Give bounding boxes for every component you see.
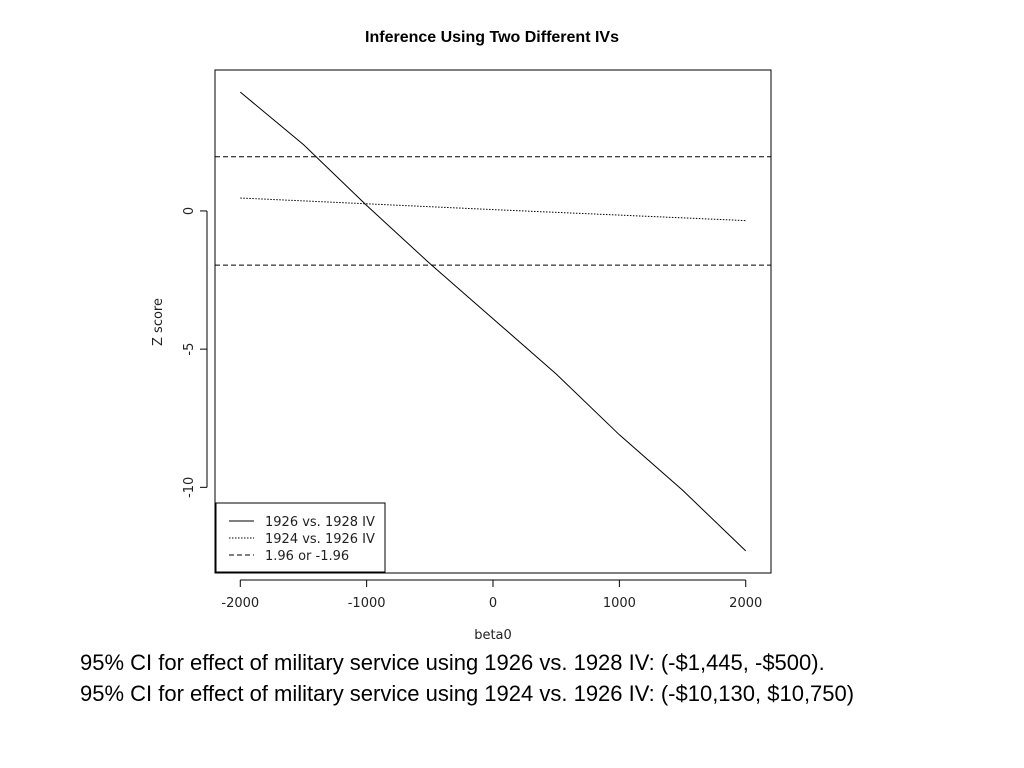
x-tick-label: -2000 <box>221 596 259 611</box>
y-axis-label: Z score <box>151 298 166 346</box>
ci-caption-1926-vs-1928: 95% CI for effect of military service us… <box>80 650 825 675</box>
x-axis: -2000 -1000 0 1000 2000 <box>221 579 762 611</box>
legend: 1926 vs. 1928 IV 1924 vs. 1926 IV 1.96 or … <box>215 502 386 573</box>
x-axis-label: beta0 <box>474 628 512 640</box>
ci-caption-1924-vs-1926: 95% CI for effect of military service us… <box>80 681 855 706</box>
series-line-2 <box>240 197 746 222</box>
series-layer <box>215 91 771 552</box>
y-tick-label: -5 <box>182 343 197 356</box>
chart-title: Inference Using Two Different IVs <box>365 29 619 46</box>
y-tick-label: -10 <box>182 477 197 498</box>
x-tick-label: 2000 <box>729 596 762 611</box>
plot-frame <box>214 69 772 574</box>
x-tick-label: -1000 <box>348 596 386 611</box>
chart: Inference Using Two Different IVs -2000-… <box>151 29 772 640</box>
legend-label: 1.96 or -1.96 <box>265 549 349 564</box>
y-axis: 0 -5 -10 <box>182 207 208 498</box>
x-tick-label: 0 <box>489 596 497 611</box>
y-tick-label: 0 <box>182 207 197 215</box>
series-line-1 <box>239 91 747 552</box>
x-tick-label: 1000 <box>603 596 636 611</box>
legend-label: 1926 vs. 1928 IV <box>265 515 375 530</box>
legend-label: 1924 vs. 1926 IV <box>265 532 375 547</box>
